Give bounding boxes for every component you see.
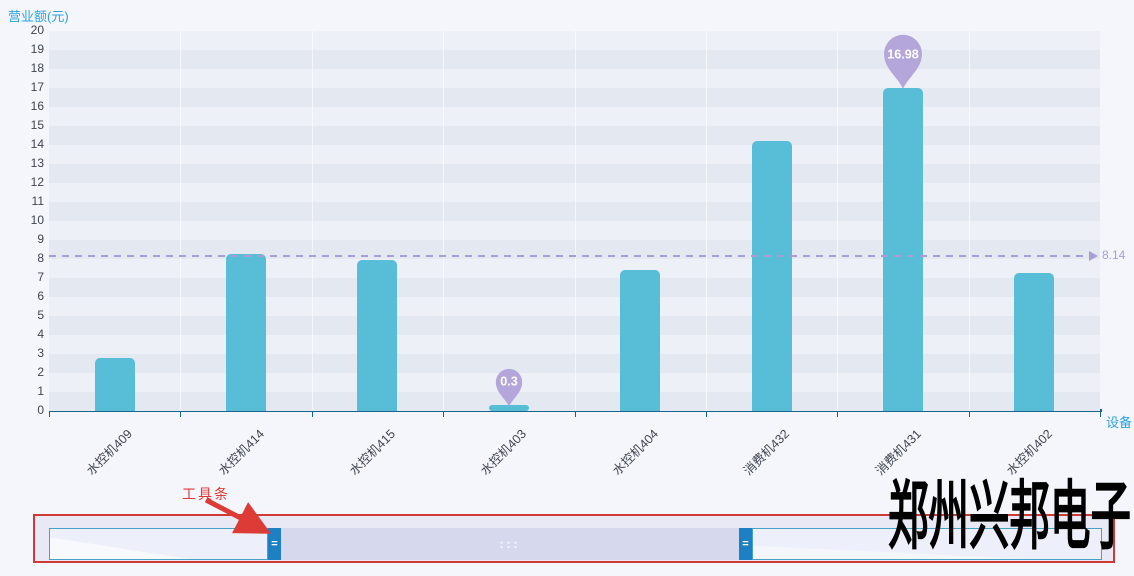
grid-vertical-separator: [443, 31, 445, 411]
bar-水控机414[interactable]: [226, 254, 267, 411]
x-tick-mark: [311, 412, 313, 417]
y-tick-label: 8: [37, 251, 44, 265]
grid-vertical-separator: [180, 31, 182, 411]
x-tick-mark: [1100, 412, 1101, 417]
y-tick-label: 0: [37, 403, 44, 417]
y-tick-label: 17: [30, 80, 44, 94]
average-mark-line: [49, 255, 1088, 258]
datazoom-left-handle[interactable]: =: [268, 528, 281, 560]
datazoom-selected-range[interactable]: :::: [281, 528, 739, 560]
bar-消费机431[interactable]: [882, 88, 923, 411]
x-tick-mark: [49, 412, 50, 417]
grid-vertical-separator: [837, 31, 839, 411]
x-category-label: 水控机403: [478, 426, 530, 478]
grid-vertical-separator: [968, 31, 970, 411]
y-tick-label: 11: [31, 194, 44, 208]
x-tick-mark: [443, 412, 445, 417]
move-dots-icon: :::: [499, 537, 521, 551]
average-line-label: 8.14: [1102, 248, 1126, 263]
handle-grip-icon: =: [742, 538, 749, 550]
bar-水控机409[interactable]: [94, 357, 135, 411]
y-tick-label: 15: [30, 118, 44, 132]
x-tick-mark: [837, 412, 839, 417]
y-tick-label: 9: [37, 232, 44, 246]
x-category-label: 消费机432: [741, 426, 793, 478]
datazoom-right-track[interactable]: [752, 528, 1102, 560]
markpoint-pin-0.3: 0.3: [495, 368, 522, 407]
annotation-arrow-icon: [204, 497, 272, 534]
x-category-label: 消费机431: [872, 426, 924, 478]
bar-水控机404[interactable]: [620, 270, 661, 411]
y-tick-label: 2: [37, 365, 44, 379]
x-category-label: 水控机414: [215, 426, 267, 478]
y-tick-label: 4: [37, 327, 44, 341]
grid-vertical-separator: [311, 31, 313, 411]
x-tick-mark: [180, 412, 182, 417]
x-category-label: 水控机409: [84, 426, 136, 478]
y-tick-label: 3: [37, 346, 44, 360]
watermark: 郑州兴邦电子: [888, 474, 1132, 558]
y-tick-label: 1: [37, 384, 44, 398]
y-tick-label: 20: [30, 23, 44, 37]
bar-消费机432[interactable]: [751, 141, 792, 411]
svg-text:0.3: 0.3: [500, 375, 518, 389]
x-category-label: 水控机402: [1003, 426, 1056, 478]
x-tick-mark: [574, 412, 576, 417]
y-tick-label: 18: [30, 61, 44, 75]
toolbar-annotation-label: 工具条: [182, 486, 230, 502]
markpoint-pin-16.98: 16.98: [883, 35, 922, 90]
handle-grip-icon: =: [271, 538, 278, 550]
y-tick-label: 13: [30, 156, 44, 170]
svg-text:16.98: 16.98: [887, 48, 918, 62]
datazoom-left-track[interactable]: [49, 528, 268, 560]
grid-vertical-separator: [574, 31, 576, 411]
y-tick-label: 7: [37, 270, 44, 284]
x-tick-mark: [705, 412, 707, 417]
x-axis-title: 设备: [1106, 415, 1133, 430]
bar-水控机402[interactable]: [1014, 273, 1055, 411]
y-tick-label: 16: [30, 99, 44, 113]
x-tick-mark: [968, 412, 970, 417]
y-axis-title: 营业额(元): [8, 9, 69, 24]
bar-水控机403[interactable]: [488, 405, 529, 411]
y-tick-label: 5: [37, 308, 44, 322]
y-tick-label: 12: [30, 175, 44, 189]
y-tick-label: 19: [30, 42, 44, 56]
datazoom-right-handle[interactable]: =: [739, 528, 752, 560]
x-category-label: 水控机415: [346, 426, 399, 478]
bar-水控机415[interactable]: [357, 259, 398, 411]
y-tick-label: 14: [30, 137, 44, 151]
x-category-label: 水控机404: [609, 426, 661, 478]
average-line-arrow-icon: [1089, 251, 1098, 262]
y-tick-label: 10: [30, 213, 44, 227]
y-tick-label: 6: [37, 289, 44, 303]
grid-vertical-separator: [705, 31, 707, 411]
